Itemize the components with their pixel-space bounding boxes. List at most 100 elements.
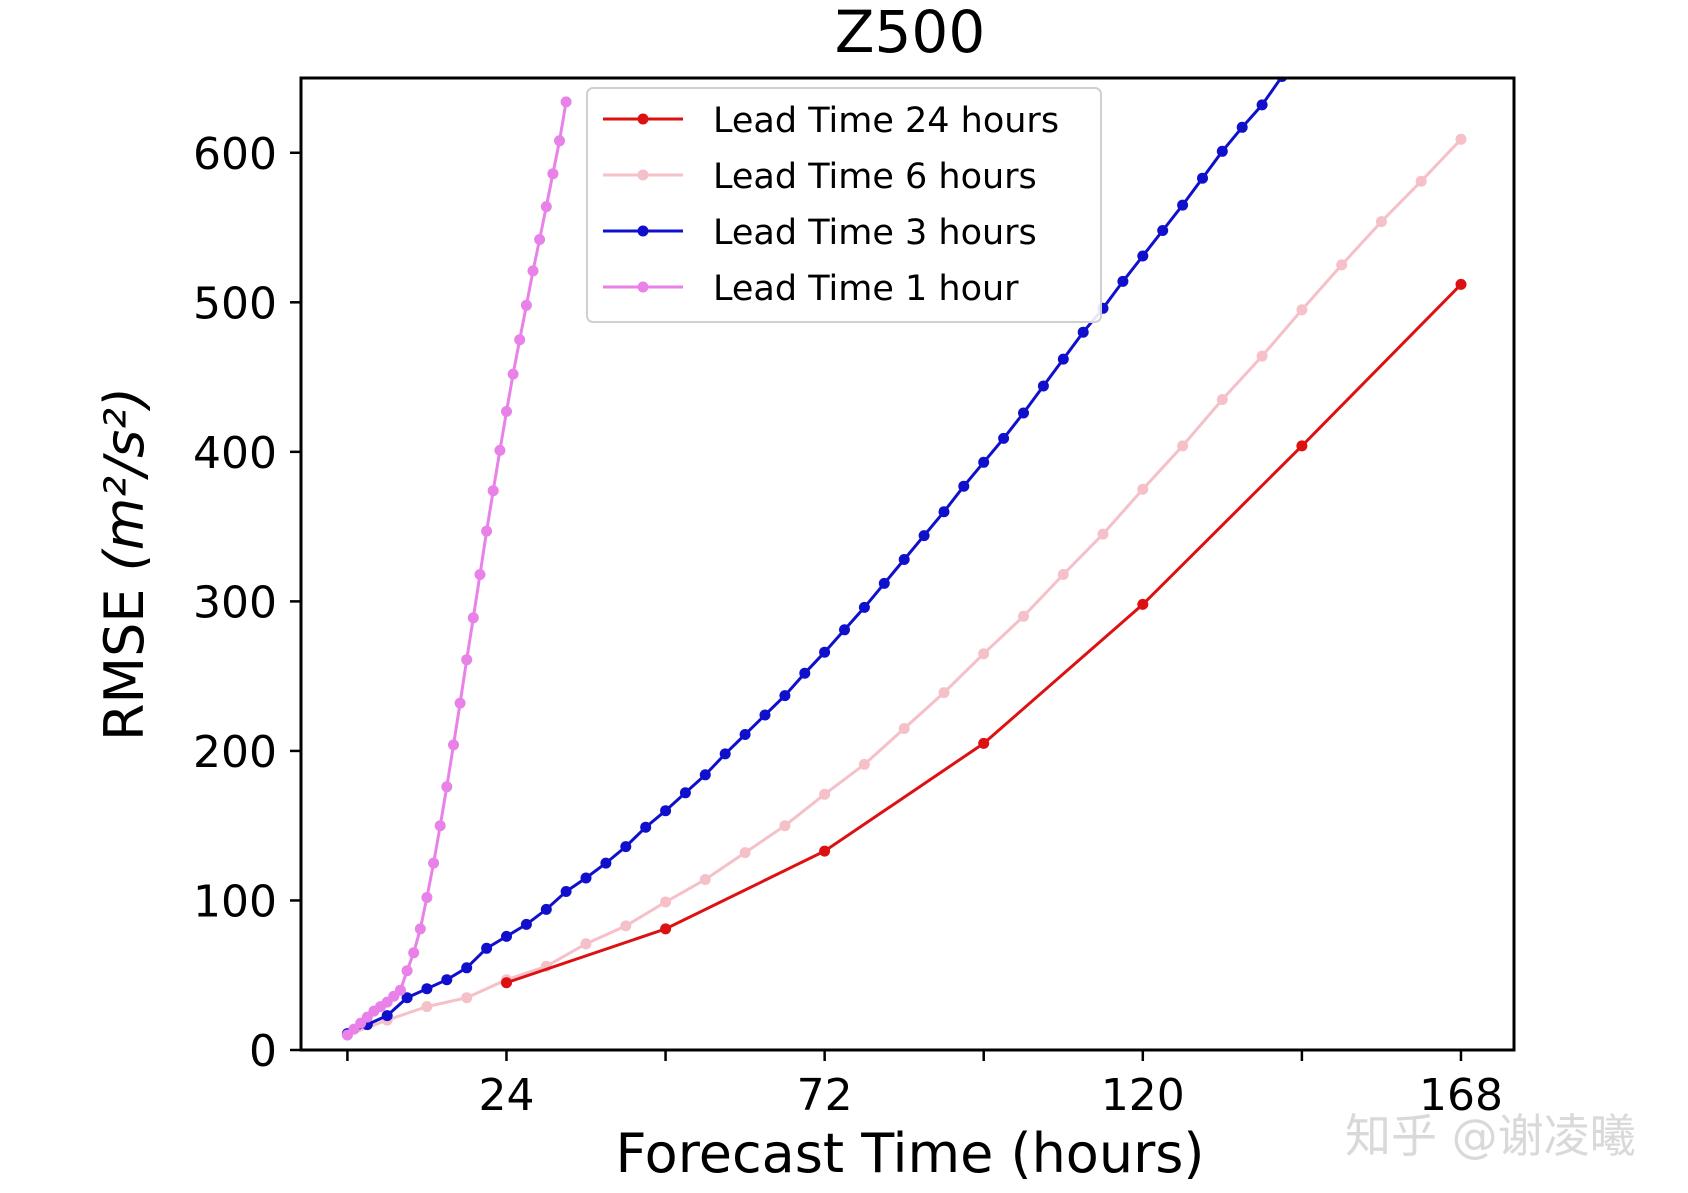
y-tick-label: 0: [249, 1026, 277, 1077]
data-point: [699, 874, 711, 885]
data-point: [441, 781, 453, 793]
data-point: [679, 787, 691, 799]
y-axis-label-main: RMSE: [93, 571, 156, 741]
data-point: [421, 1001, 433, 1013]
data-point: [540, 903, 552, 915]
data-point: [898, 554, 910, 565]
data-point: [660, 805, 672, 817]
data-point: [640, 821, 652, 833]
data-point: [421, 983, 433, 995]
data-point: [1236, 121, 1248, 133]
data-point: [421, 892, 433, 903]
data-point: [540, 201, 552, 213]
legend: Lead Time 24 hours Lead Time 6 hours Lead …: [586, 87, 1102, 323]
data-point: [1415, 175, 1427, 187]
data-point: [547, 168, 559, 180]
data-point: [481, 942, 493, 954]
data-point: [441, 974, 453, 986]
data-point: [1296, 44, 1307, 55]
data-point: [978, 456, 990, 468]
watermark: 知乎 @谢凌曦: [1345, 1109, 1636, 1163]
x-axis-label: Forecast Time (hours): [616, 1122, 1205, 1185]
data-point: [1057, 353, 1069, 365]
data-point: [779, 690, 791, 702]
data-point: [918, 530, 930, 542]
data-point: [779, 820, 791, 832]
y-tick-label: 500: [193, 278, 277, 329]
data-point: [1097, 528, 1109, 540]
data-point: [819, 646, 831, 658]
data-point: [1216, 394, 1228, 405]
data-point: [527, 265, 539, 277]
legend-label: Lead Time 3 hours: [713, 213, 1037, 253]
data-point: [414, 923, 426, 935]
data-point: [1256, 350, 1268, 362]
data-point: [461, 654, 473, 666]
data-point: [858, 601, 870, 613]
data-point: [978, 737, 990, 749]
legend-label: Lead Time 24 hours: [713, 101, 1059, 141]
y-tick-label: 200: [193, 727, 277, 778]
data-point: [461, 992, 473, 1004]
data-point: [878, 577, 890, 589]
data-point: [739, 729, 751, 740]
data-point: [978, 648, 990, 660]
data-point: [394, 984, 406, 996]
data-point: [501, 930, 512, 942]
plot-frame: [299, 76, 1516, 1052]
x-axis: 24 72 120 168: [346, 1050, 1503, 1121]
data-point: [454, 697, 466, 709]
data-point: [1455, 278, 1467, 290]
data-point: [514, 334, 526, 346]
data-point: [759, 709, 771, 721]
data-point: [1455, 133, 1467, 145]
x-tick-label: 72: [797, 1070, 853, 1121]
data-point: [600, 857, 612, 869]
y-tick-label: 100: [193, 876, 277, 927]
data-point: [1216, 145, 1228, 157]
data-point: [739, 847, 751, 859]
series-line: [506, 283, 1463, 985]
data-point: [481, 525, 493, 537]
data-point: [520, 299, 532, 311]
data-point: [520, 918, 532, 930]
data-point: [1117, 275, 1129, 287]
data-point: [1137, 483, 1149, 495]
data-point: [1177, 440, 1189, 452]
data-point: [1336, 259, 1348, 271]
data-point: [501, 406, 512, 417]
data-point: [660, 923, 672, 935]
data-point: [434, 820, 446, 832]
legend-frame: [586, 87, 1102, 323]
y-axis-label: RMSE (m²/s²): [93, 387, 156, 741]
y-tick-label: 300: [193, 577, 277, 628]
data-point: [1018, 407, 1029, 419]
y-axis: 0 100 200 300 400 500 600: [193, 129, 301, 1077]
data-point: [1157, 225, 1169, 236]
data-point: [1296, 440, 1308, 452]
legend-label: Lead Time 6 hours: [713, 157, 1037, 197]
data-point: [1137, 250, 1149, 262]
data-point: [620, 841, 632, 853]
legend-swatch-marker: [637, 225, 649, 237]
chart-title: Z500: [835, 0, 985, 66]
data-point: [620, 920, 632, 932]
data-point: [660, 896, 672, 908]
legend-label: Lead Time 1 hour: [713, 269, 1019, 309]
data-point: [719, 748, 731, 760]
data-point: [580, 938, 592, 950]
data-point: [819, 845, 831, 857]
data-point: [461, 962, 473, 974]
legend-swatch-marker: [637, 169, 649, 181]
data-point: [819, 788, 831, 800]
data-point: [998, 432, 1010, 444]
data-point: [839, 624, 850, 636]
legend-swatch-marker: [637, 281, 649, 293]
data-point: [938, 506, 950, 518]
data-point: [1197, 172, 1208, 184]
plot-area: [341, 44, 1467, 1041]
data-point: [560, 96, 572, 108]
data-point: [1177, 199, 1189, 211]
y-tick-label: 600: [193, 129, 277, 180]
